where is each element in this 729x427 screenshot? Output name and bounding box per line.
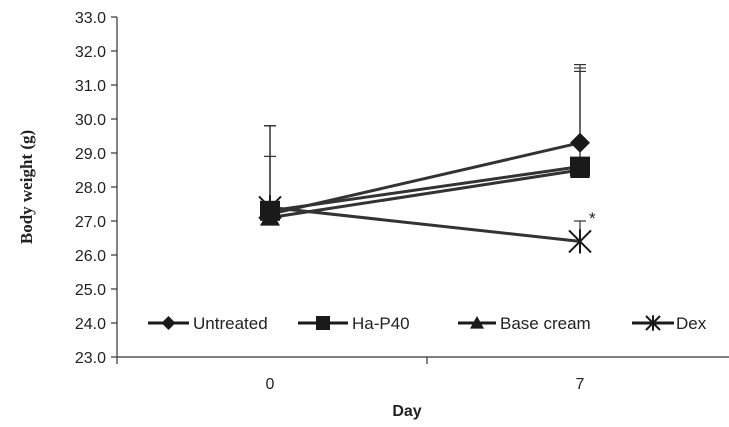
series-line (269, 168, 581, 220)
y-tick-label: 26.0 (75, 248, 106, 265)
legend-label: Dex (676, 314, 707, 333)
y-tick-label: 24.0 (75, 316, 106, 333)
series-line (269, 205, 581, 243)
legend-item: Ha-P40 (298, 314, 410, 333)
y-tick-label: 33.0 (75, 10, 106, 27)
x-tick-label: 0 (266, 376, 275, 393)
asterisk-marker (645, 315, 661, 331)
y-tick-label: 30.0 (75, 112, 106, 129)
legend: Untreated Ha-P40 Base cream Dex (148, 314, 707, 333)
y-tick-label: 32.0 (75, 44, 106, 61)
square-marker (316, 316, 330, 330)
triangle-marker (470, 316, 484, 329)
y-tick-label: 31.0 (75, 78, 106, 95)
triangle-marker (570, 160, 590, 178)
y-tick-label: 27.0 (75, 214, 106, 231)
y-tick-label: 23.0 (75, 350, 106, 367)
series-group (258, 132, 592, 254)
diamond-marker (570, 132, 590, 153)
x-axis-label: Day (392, 403, 421, 420)
asterisk-marker (258, 195, 282, 220)
y-tick-label: 29.0 (75, 146, 106, 163)
asterisk-marker (568, 229, 592, 254)
significance-annotation: * (589, 209, 596, 228)
legend-item: Base cream (458, 314, 591, 333)
legend-label: Untreated (193, 314, 268, 333)
y-ticks: 23.0 24.0 25.0 26.0 27.0 28.0 29.0 30.0 31.0 32.0… (75, 10, 117, 367)
diamond-marker (161, 316, 176, 330)
y-axis-label: Body weight (g) (17, 130, 36, 244)
series-line (269, 165, 581, 213)
legend-label: Base cream (500, 314, 591, 333)
y-tick-label: 25.0 (75, 282, 106, 299)
x-tick-label: 7 (576, 376, 585, 393)
legend-item: Dex (632, 314, 707, 333)
legend-item: Untreated (148, 314, 268, 333)
legend-label: Ha-P40 (352, 314, 410, 333)
y-tick-label: 28.0 (75, 180, 106, 197)
